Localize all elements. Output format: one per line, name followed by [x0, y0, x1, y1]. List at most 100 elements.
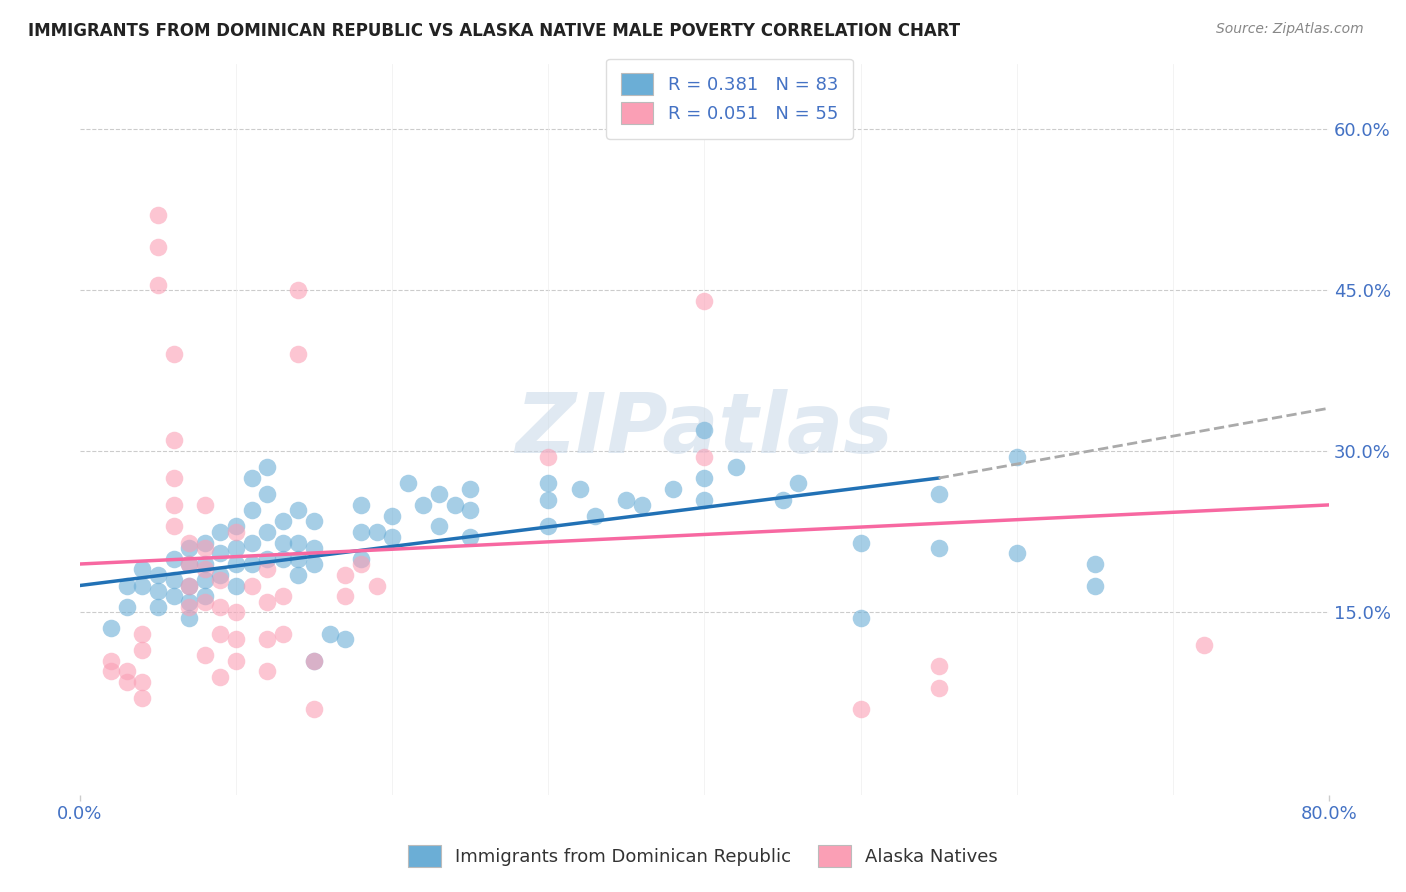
- Text: IMMIGRANTS FROM DOMINICAN REPUBLIC VS ALASKA NATIVE MALE POVERTY CORRELATION CHA: IMMIGRANTS FROM DOMINICAN REPUBLIC VS AL…: [28, 22, 960, 40]
- Point: [256, 594, 278, 608]
- Point: [256, 524, 278, 539]
- Point: [1192, 638, 1215, 652]
- Point: [1005, 546, 1028, 560]
- Point: [427, 487, 450, 501]
- Point: [693, 492, 716, 507]
- Point: [162, 519, 184, 533]
- Point: [302, 557, 325, 571]
- Point: [335, 589, 357, 603]
- Point: [318, 627, 340, 641]
- Point: [271, 514, 294, 528]
- Point: [240, 578, 263, 592]
- Point: [240, 471, 263, 485]
- Point: [100, 654, 122, 668]
- Point: [100, 622, 122, 636]
- Point: [693, 293, 716, 308]
- Point: [302, 654, 325, 668]
- Point: [302, 702, 325, 716]
- Point: [631, 498, 654, 512]
- Text: ZIPatlas: ZIPatlas: [516, 389, 893, 470]
- Point: [287, 283, 309, 297]
- Point: [287, 535, 309, 549]
- Point: [209, 524, 232, 539]
- Point: [928, 681, 950, 695]
- Point: [350, 498, 373, 512]
- Point: [693, 450, 716, 464]
- Point: [287, 551, 309, 566]
- Point: [256, 665, 278, 679]
- Point: [772, 492, 794, 507]
- Point: [693, 423, 716, 437]
- Point: [179, 535, 201, 549]
- Point: [209, 599, 232, 614]
- Point: [458, 530, 481, 544]
- Point: [928, 659, 950, 673]
- Point: [131, 627, 153, 641]
- Point: [194, 541, 217, 555]
- Point: [256, 632, 278, 647]
- Point: [537, 476, 560, 491]
- Point: [537, 519, 560, 533]
- Point: [194, 557, 217, 571]
- Point: [458, 482, 481, 496]
- Point: [928, 541, 950, 555]
- Point: [131, 675, 153, 690]
- Point: [146, 567, 169, 582]
- Point: [115, 675, 138, 690]
- Point: [179, 578, 201, 592]
- Point: [381, 530, 404, 544]
- Point: [335, 567, 357, 582]
- Point: [179, 611, 201, 625]
- Point: [271, 589, 294, 603]
- Point: [350, 557, 373, 571]
- Point: [271, 535, 294, 549]
- Point: [693, 471, 716, 485]
- Point: [115, 578, 138, 592]
- Point: [209, 670, 232, 684]
- Point: [302, 654, 325, 668]
- Point: [162, 471, 184, 485]
- Point: [350, 524, 373, 539]
- Point: [146, 583, 169, 598]
- Point: [225, 541, 247, 555]
- Point: [396, 476, 419, 491]
- Point: [225, 578, 247, 592]
- Point: [256, 460, 278, 475]
- Point: [302, 514, 325, 528]
- Point: [366, 524, 388, 539]
- Point: [583, 508, 606, 523]
- Legend: R = 0.381   N = 83, R = 0.051   N = 55: R = 0.381 N = 83, R = 0.051 N = 55: [606, 59, 852, 139]
- Point: [131, 562, 153, 576]
- Point: [568, 482, 591, 496]
- Point: [849, 611, 872, 625]
- Point: [849, 535, 872, 549]
- Point: [100, 665, 122, 679]
- Point: [335, 632, 357, 647]
- Point: [537, 492, 560, 507]
- Point: [225, 519, 247, 533]
- Point: [146, 240, 169, 254]
- Point: [194, 648, 217, 663]
- Point: [381, 508, 404, 523]
- Point: [724, 460, 747, 475]
- Point: [162, 498, 184, 512]
- Point: [162, 551, 184, 566]
- Point: [240, 535, 263, 549]
- Point: [162, 573, 184, 587]
- Point: [614, 492, 637, 507]
- Point: [458, 503, 481, 517]
- Point: [662, 482, 685, 496]
- Point: [115, 599, 138, 614]
- Point: [179, 578, 201, 592]
- Point: [366, 578, 388, 592]
- Point: [225, 524, 247, 539]
- Point: [194, 498, 217, 512]
- Point: [412, 498, 434, 512]
- Point: [194, 589, 217, 603]
- Point: [287, 503, 309, 517]
- Point: [849, 702, 872, 716]
- Point: [225, 606, 247, 620]
- Point: [131, 643, 153, 657]
- Point: [225, 632, 247, 647]
- Point: [443, 498, 465, 512]
